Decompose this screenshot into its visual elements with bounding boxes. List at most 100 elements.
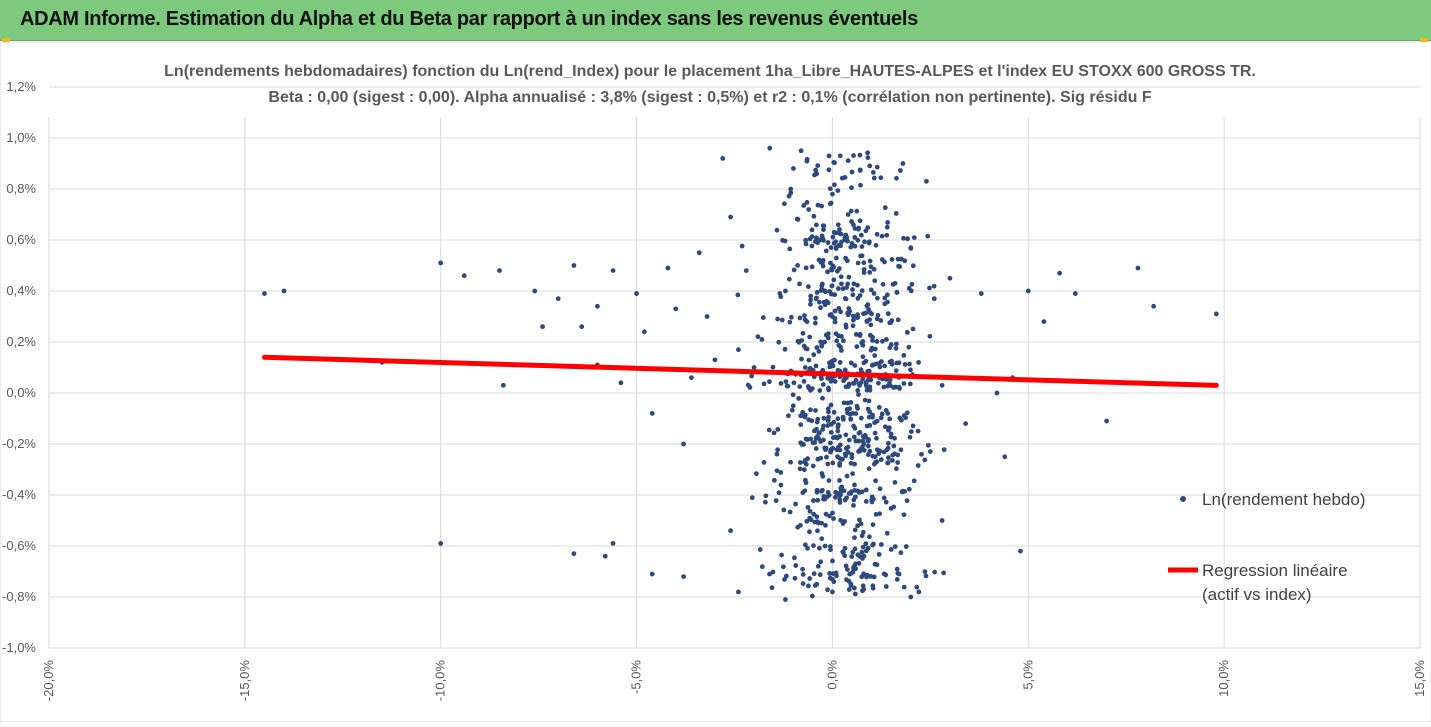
scatter-point [806,583,811,589]
scatter-point [1057,270,1063,276]
scatter-point [845,410,850,416]
scatter-point [884,530,890,536]
scatter-point [892,544,898,550]
scatter-point [824,298,830,304]
scatter-point [874,459,880,465]
scatter-point [941,447,947,453]
scatter-point [837,360,843,365]
scatter-point [749,373,755,379]
x-tick-label: -10,0% [433,660,448,702]
scatter-point [994,390,1000,396]
scatter-point [783,379,789,385]
scatter-point [849,554,855,559]
scatter-point [802,365,808,370]
scatter-point [851,585,857,591]
scatter-point [852,363,858,368]
scatter-point [787,509,793,515]
scatter-point [909,281,915,287]
scatter-point [908,594,914,600]
scatter-point [886,455,891,461]
scatter-point [908,245,914,251]
scatter-point [842,497,848,503]
scatter-point [833,230,839,236]
scatter-point [900,161,906,166]
scatter-point [820,395,825,401]
scatter-point [802,542,808,548]
scatter-points [262,145,1219,602]
scatter-point [793,501,798,507]
scatter-point [856,225,862,231]
scatter-point [855,552,861,558]
scatter-point [826,153,832,159]
scatter-point [855,388,861,393]
scatter-point [814,235,819,241]
scatter-point [828,440,833,446]
scatter-point [888,546,894,552]
scatter-point [915,428,921,434]
scatter-point [893,211,899,216]
scatter-point [871,175,877,181]
scatter-point [845,444,851,450]
scatter-point [803,346,809,351]
scatter-point [894,466,899,472]
scatter-point [870,585,876,591]
scatter-point [281,288,287,294]
scatter-point [865,225,871,231]
scatter-point [864,574,869,580]
scatter-point [808,407,813,413]
scatter-point [788,186,794,192]
scatter-point [844,473,850,479]
scatter-point [642,329,647,335]
scatter-point [735,292,741,298]
scatter-point [904,410,910,416]
scatter-point [804,319,810,325]
scatter-point [828,421,834,427]
scatter-point [760,315,766,320]
scatter-point [845,400,851,406]
scatter-point [861,260,867,266]
scatter-point [497,268,502,273]
scatter-point [833,246,839,252]
scatter-point [850,317,856,323]
scatter-point [832,160,837,166]
scatter-point [736,589,741,595]
scatter-point [890,452,896,458]
scatter-point [736,347,741,353]
scatter-point [860,583,866,589]
scatter-point [901,512,907,518]
scatter-point [803,436,809,442]
x-tick-label: -5,0% [629,660,644,694]
scatter-point [903,544,909,549]
scatter-point [782,346,788,352]
scatter-point [894,360,900,366]
scatter-point [855,282,860,288]
scatter-point [806,417,812,423]
scatter-point [878,175,884,181]
scatter-point [803,265,809,271]
scatter-point [904,498,910,504]
scatter-point [867,258,873,264]
scatter-point [851,153,856,158]
scatter-point [860,529,866,535]
x-tick-label: -20,0% [41,660,56,702]
scatter-point [885,460,891,465]
scatter-point [807,515,813,521]
scatter-point [848,416,854,422]
scatter-point [681,574,686,579]
scatter-point [825,269,830,275]
scatter-point [797,281,802,287]
scatter-point [836,230,842,236]
scatter-point [806,357,812,363]
scatter-point [911,478,917,484]
scatter-point [787,319,793,325]
scatter-point [922,457,928,463]
scatter-point [833,255,839,261]
legend-dot-marker [1180,496,1186,502]
scatter-point [830,558,835,564]
scatter-point [838,239,844,245]
scatter-point [795,524,801,530]
scatter-point [849,489,854,495]
scatter-point [821,496,826,502]
scatter-point [901,413,907,419]
scatter-point [822,543,828,549]
